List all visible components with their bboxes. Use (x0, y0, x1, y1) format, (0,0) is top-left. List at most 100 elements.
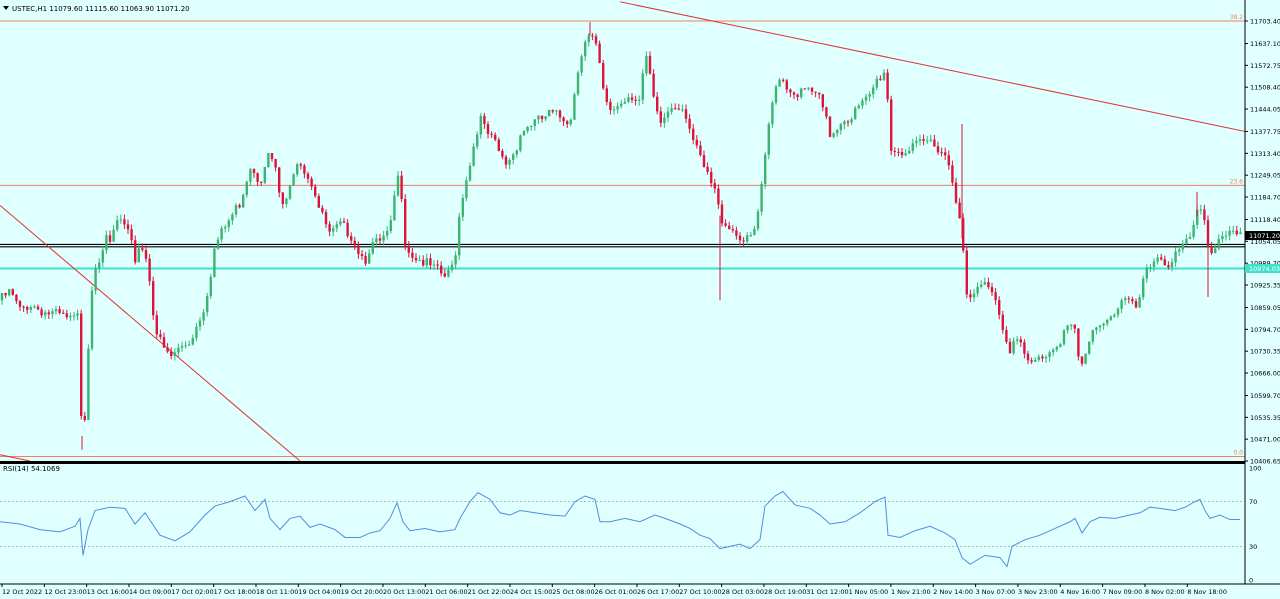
candle (389, 215, 392, 234)
candle-body (666, 111, 670, 118)
trendline[interactable] (0, 205, 301, 462)
current-price-tag (1245, 231, 1280, 241)
candle (846, 119, 850, 127)
candle-body (1026, 353, 1030, 361)
candle-body (702, 155, 706, 167)
candle (497, 137, 500, 152)
candle-body (569, 119, 572, 125)
candle-body (47, 312, 50, 315)
candle-body (1199, 209, 1202, 211)
candle-body (854, 108, 857, 120)
candle-body (447, 269, 450, 277)
candle (1167, 261, 1170, 270)
candle-body (166, 347, 169, 352)
price-tick-label: 10406.65 (1250, 458, 1280, 466)
candle-body (105, 235, 108, 251)
collapse-arrow-icon[interactable] (3, 6, 9, 10)
candle-body (717, 188, 720, 205)
candle (87, 344, 90, 421)
candle-body (213, 248, 216, 277)
candle-body (530, 125, 533, 127)
candle (638, 95, 641, 106)
candle (4, 292, 7, 299)
candle (252, 168, 256, 178)
candle (443, 269, 446, 278)
price-tick-label: 11377.75 (1250, 128, 1280, 136)
candle (591, 32, 594, 41)
candle-body (1145, 267, 1148, 279)
candle-body (594, 36, 598, 44)
trendline[interactable] (0, 454, 31, 462)
candle (105, 230, 108, 255)
candle-body (119, 219, 122, 221)
candle (382, 230, 385, 246)
candle (371, 237, 374, 256)
candle-body (216, 239, 220, 249)
candle-body (1084, 353, 1087, 364)
candle (1095, 326, 1098, 335)
candle-body (486, 124, 490, 134)
candle (843, 119, 846, 130)
fibo-level-label: 23.6 (1230, 178, 1244, 185)
candle-body (749, 235, 752, 237)
candle (1192, 220, 1195, 240)
candle-body (1001, 314, 1004, 330)
candle-body (1106, 319, 1109, 324)
candle (1026, 350, 1030, 365)
candle-body (188, 344, 191, 346)
candle (159, 329, 162, 340)
candle-body (15, 294, 18, 302)
candle (386, 226, 389, 240)
candle-body (1163, 259, 1166, 266)
candle-body (548, 109, 551, 117)
candle-body (8, 289, 11, 296)
candle-body (1170, 262, 1174, 268)
candle (785, 78, 788, 94)
candle (350, 232, 353, 245)
candle (375, 234, 378, 246)
candle (1228, 226, 1231, 241)
candle (929, 134, 932, 143)
candle (616, 102, 619, 114)
candle (803, 88, 806, 90)
time-tick-label: 2 Nov 14:00 (933, 588, 973, 596)
candle-body (605, 88, 608, 102)
candle-body (1066, 325, 1069, 331)
candle (756, 208, 760, 231)
candle-body (454, 255, 457, 265)
candle (1113, 313, 1116, 318)
candle (177, 343, 180, 358)
candle (342, 217, 346, 223)
candle-body (209, 276, 212, 297)
candle (558, 109, 562, 123)
candle (1199, 204, 1202, 215)
candle-body (544, 116, 547, 120)
candle-body (861, 100, 864, 106)
candle-body (303, 165, 306, 174)
candle-body (954, 182, 958, 203)
candle-body (800, 88, 803, 97)
candle (1023, 339, 1026, 359)
candle (1070, 323, 1073, 331)
candle (396, 170, 400, 197)
candle-body (947, 155, 950, 166)
candle-body (231, 214, 234, 221)
candle (188, 340, 191, 346)
candle (1131, 296, 1134, 305)
candle (645, 51, 648, 77)
trendline[interactable] (619, 1, 1246, 132)
candle (792, 91, 796, 100)
candle (1160, 253, 1163, 261)
candle (162, 332, 166, 349)
candle-body (288, 185, 292, 199)
candle-body (1188, 236, 1192, 239)
candle (573, 92, 576, 120)
candle (1217, 234, 1220, 251)
candle-body (310, 178, 313, 187)
candle (332, 225, 335, 237)
candle-body (576, 72, 580, 95)
candle (951, 160, 954, 186)
candle-body (461, 198, 464, 217)
candle-body (1178, 249, 1181, 252)
